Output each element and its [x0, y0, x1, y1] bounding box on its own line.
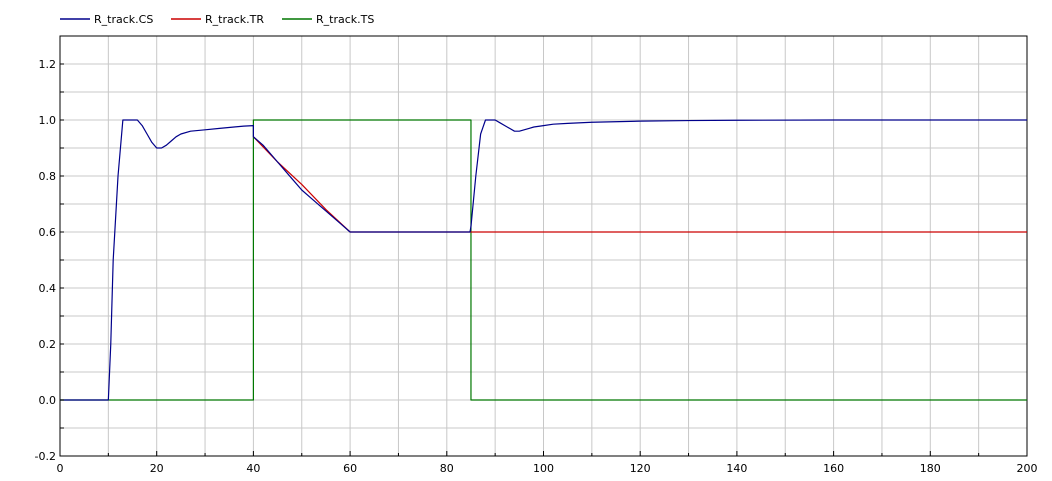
- legend-label-r-track-ts: R_track.TS: [316, 13, 374, 26]
- series-line-r-track-ts: [60, 119, 1027, 401]
- x-tick-label: 160: [823, 462, 844, 475]
- x-tick-label: 100: [533, 462, 554, 475]
- x-tick-label: 60: [343, 462, 357, 475]
- x-tick-label: 200: [1017, 462, 1038, 475]
- x-tick-label: 40: [246, 462, 260, 475]
- legend-label-r-track-tr: R_track.TR: [205, 13, 264, 26]
- y-tick-label: 0.8: [39, 170, 57, 183]
- x-axis: 0 20 40 60 80 100 120 140 160 180 200: [57, 451, 1038, 475]
- grid: [59, 35, 1028, 457]
- x-tick-label: 140: [726, 462, 747, 475]
- y-axis: -0.2 0.0 0.2 0.4 0.6 0.8 1.0 1.2: [35, 35, 64, 463]
- y-tick-label: 0.4: [39, 282, 57, 295]
- y-tick-label: 0.0: [39, 394, 57, 407]
- series-layer: [60, 119, 1027, 401]
- x-tick-label: 0: [57, 462, 64, 475]
- y-tick-label: 1.0: [39, 114, 57, 127]
- legend-label-r-track-cs: R_track.CS: [94, 13, 153, 26]
- x-tick-label: 120: [630, 462, 651, 475]
- legend: R_track.CS R_track.TR R_track.TS: [60, 13, 374, 26]
- y-tick-label: 0.2: [39, 338, 57, 351]
- x-tick-label: 20: [150, 462, 164, 475]
- x-tick-label: 180: [920, 462, 941, 475]
- y-tick-label: 1.2: [39, 58, 57, 71]
- series-line-r-track-cs: [60, 119, 1027, 401]
- y-tick-label: 0.6: [39, 226, 57, 239]
- x-tick-label: 80: [440, 462, 454, 475]
- y-tick-label: -0.2: [35, 450, 56, 463]
